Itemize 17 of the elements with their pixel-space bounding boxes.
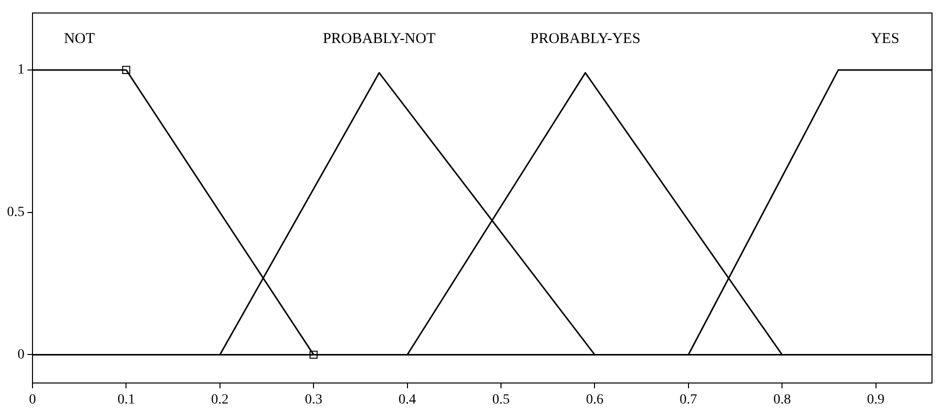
series-label: YES	[870, 30, 900, 47]
x-tick-label: 0.4	[398, 392, 416, 408]
x-tick-label: 0.8	[773, 392, 791, 408]
x-tick-label: 0.5	[492, 392, 510, 408]
text: PROBABLY-NOT	[322, 30, 436, 47]
y-tick-label: 0.5	[7, 205, 24, 220]
x-tick-label: 0	[29, 392, 36, 408]
series-label: NOT	[64, 30, 95, 47]
y-tick-label: 0	[18, 347, 24, 362]
y-tick-label: 1	[18, 62, 24, 78]
x-tick-label: 0.6	[586, 392, 604, 408]
text: PROBABLY-YES	[530, 30, 640, 47]
x-tick-label: 0.3	[304, 392, 322, 408]
x-tick-label: 0.2	[211, 392, 229, 408]
x-tick-label: 0.1	[117, 392, 135, 408]
x-tick-label: 0.7	[680, 392, 698, 408]
x-tick-label: 0.9	[867, 392, 885, 408]
